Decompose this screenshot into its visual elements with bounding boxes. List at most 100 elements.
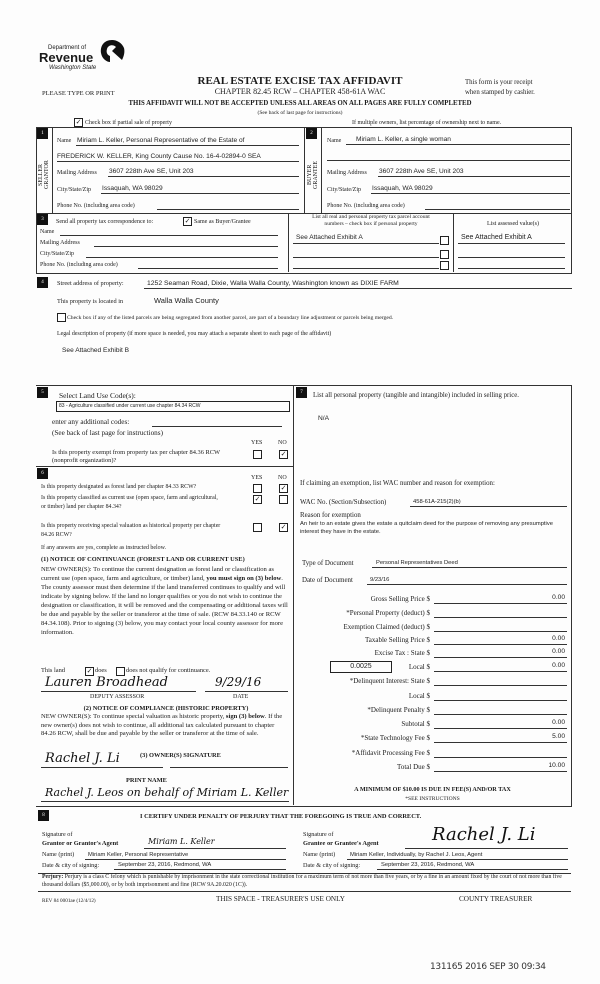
located-label: This property is located in <box>57 298 124 305</box>
assessed-value-field[interactable] <box>458 268 565 269</box>
seller-name-line2-field[interactable]: FREDERICK W. KELLER, King County Cause N… <box>57 153 261 160</box>
historic-question: Is this property receiving special valua… <box>41 523 221 538</box>
does-label: does <box>95 667 107 674</box>
exempt-no-checkbox[interactable]: ✓ <box>279 450 288 459</box>
forest-question: Is this property designated as forest la… <box>41 484 197 490</box>
grantee-name-field[interactable]: Miriam Keller, Individually, by Rachel J… <box>350 852 483 858</box>
buyer-name-field[interactable]: Miriam L. Keller, a single woman <box>356 136 451 143</box>
historic-no-checkbox[interactable]: ✓ <box>279 523 288 532</box>
buyer-phone-field[interactable] <box>425 209 570 210</box>
doc-type-field[interactable]: Personal Representatives Deed <box>376 560 458 566</box>
buyer-phone-label: Phone No. (including area code) <box>327 203 405 209</box>
personal-property-checkbox[interactable] <box>440 236 449 245</box>
forest-yes-checkbox[interactable] <box>253 484 262 493</box>
middle-box <box>36 385 572 807</box>
grantor-date-field[interactable]: September 23, 2016, Redmond, WA <box>118 862 212 868</box>
segregated-checkbox[interactable] <box>57 313 66 322</box>
deputy-assessor-label: DEPUTY ASSESSOR <box>90 694 145 700</box>
doc-date-field[interactable]: 9/23/16 <box>370 577 390 583</box>
legal-description-field[interactable]: See Attached Exhibit B <box>62 347 130 354</box>
partial-sale-label: Check box if partial sale of property <box>85 120 172 126</box>
parcel-number-field[interactable] <box>293 268 439 269</box>
seller-mailing-field[interactable]: 3607 228th Ave SE, Unit 203 <box>109 168 194 175</box>
receipt-note-1: This form is your receipt <box>465 79 533 86</box>
grantee-date-label: Date & city of signing: <box>303 862 361 869</box>
does-qualify-checkbox[interactable]: ✓ <box>85 667 94 676</box>
exempt-yes-checkbox[interactable] <box>253 450 262 459</box>
reason-field[interactable]: An heir to an estate gives the estate a … <box>300 521 553 535</box>
seller-phone-field[interactable] <box>157 209 299 210</box>
section-1-number: 1 <box>37 128 48 139</box>
seller-side-label: SELLER GRANTOR <box>38 160 50 190</box>
land-use-instructions: (See back of last page for instructions) <box>52 429 163 437</box>
personal-property-label: List all personal property (tangible and… <box>313 392 519 399</box>
tax-rate-box[interactable]: 0.0025 <box>330 661 392 673</box>
grantee-date-field[interactable]: September 23, 2016, Redmond, WA <box>381 862 475 868</box>
no-header: NO <box>278 475 287 481</box>
assessed-value-field[interactable] <box>458 257 565 258</box>
see-instructions-note: *SEE INSTRUCTIONS <box>405 796 460 802</box>
instructions-note: (See back of last page for instructions) <box>257 110 343 116</box>
same-as-buyer-label: Same as Buyer/Grantee <box>194 219 251 225</box>
print-name-label: PRINT NAME <box>126 777 167 784</box>
current-use-yes-checkbox[interactable]: ✓ <box>253 495 262 504</box>
treasurer-stamp: 131165 2016 SEP 30 09:34 <box>430 962 546 972</box>
section-8-number: 8 <box>38 810 49 821</box>
historic-yes-checkbox[interactable] <box>253 523 262 532</box>
multiple-owners-note: If multiple owners, list percentage of o… <box>352 120 502 126</box>
reason-label: Reason for exemption <box>300 512 361 519</box>
does-not-qualify-checkbox[interactable] <box>116 667 125 676</box>
land-use-value: 83 - Agriculture classified under curren… <box>59 403 201 409</box>
corr-phone-field[interactable] <box>138 268 278 269</box>
owner-print-name: Rachel J. Leos on behalf of Miriam L. Ke… <box>45 786 289 799</box>
additional-codes-label: enter any additional codes: <box>52 418 130 426</box>
buyer-mailing-field[interactable]: 3607 228th Ave SE, Unit 203 <box>379 168 464 175</box>
doc-date-label: Date of Document <box>302 577 353 584</box>
personal-property-checkbox[interactable] <box>440 250 449 259</box>
buyer-name-line2-field[interactable] <box>327 160 570 161</box>
grantor-signature: Miriam L. Keller <box>148 837 215 846</box>
seller-name-field[interactable]: Miriam L. Keller, Personal Representativ… <box>77 137 245 144</box>
current-use-no-checkbox[interactable] <box>279 495 288 504</box>
forest-no-checkbox[interactable]: ✓ <box>279 484 288 493</box>
land-use-select[interactable]: 83 - Agriculture classified under curren… <box>56 401 290 412</box>
no-header: NO <box>278 440 287 446</box>
partial-sale-checkbox[interactable]: ✓ <box>74 118 83 127</box>
treasurer-use-label: THIS SPACE - TREASURER'S USE ONLY <box>216 895 345 903</box>
exempt-question: Is this property exempt from property ta… <box>52 449 220 464</box>
buyer-side-label: BUYER GRANTEE <box>307 161 319 189</box>
grantor-name-label: Name (print) <box>42 851 75 858</box>
county-treasurer-label: COUNTY TREASURER <box>459 895 533 903</box>
corr-name-label: Name <box>40 229 55 235</box>
personal-property-checkbox[interactable] <box>440 261 449 270</box>
street-field[interactable]: 1252 Seaman Road, Dixie, Walla Walla Cou… <box>147 280 399 287</box>
additional-codes-field[interactable] <box>152 426 282 427</box>
located-field[interactable]: Walla Walla County <box>154 296 219 305</box>
grantee-signature-label-2: Grantee or Grantee's Agent <box>303 840 379 847</box>
corr-city-field[interactable] <box>86 257 278 258</box>
assessed-header: List assessed value(s) <box>487 221 539 227</box>
this-land-label: This land <box>41 667 65 674</box>
owner-signature-label: (3) OWNER(S) SIGNATURE <box>140 752 221 759</box>
buyer-city-label: City/State/Zip <box>327 187 361 193</box>
section-4-number: 4 <box>37 277 48 288</box>
same-as-buyer-checkbox[interactable]: ✓ <box>183 217 192 226</box>
seller-mailing-label: Mailing Address <box>57 170 97 176</box>
please-print: PLEASE TYPE OR PRINT <box>42 90 115 97</box>
minimum-due-note: A MINIMUM OF $10.00 IS DUE IN FEE(S) AND… <box>354 786 511 793</box>
parcel-number-field[interactable] <box>293 257 439 258</box>
assessed-value-field[interactable]: See Attached Exhibit A <box>461 234 532 241</box>
corr-mailing-field[interactable] <box>94 246 278 247</box>
corr-name-field[interactable] <box>60 235 278 236</box>
doc-type-label: Type of Document <box>302 560 354 567</box>
section-6-number: 6 <box>37 468 48 479</box>
seller-city-field[interactable]: Issaquah, WA 98029 <box>102 185 163 192</box>
parcel-number-field[interactable]: See Attached Exhibit A <box>296 234 363 241</box>
wac-field[interactable]: 458-61A-215(2)(b) <box>413 499 461 505</box>
personal-property-field[interactable]: N/A <box>318 415 329 422</box>
grantee-name-label: Name (print) <box>303 851 336 858</box>
grantee-signature: Rachel J. Li <box>432 824 536 845</box>
certify-statement: I CERTIFY UNDER PENALTY OF PERJURY THAT … <box>140 813 422 820</box>
grantor-name-field[interactable]: Miriam Keller, Personal Representative <box>88 852 189 858</box>
buyer-city-field[interactable]: Issaquah, WA 98029 <box>372 185 433 192</box>
